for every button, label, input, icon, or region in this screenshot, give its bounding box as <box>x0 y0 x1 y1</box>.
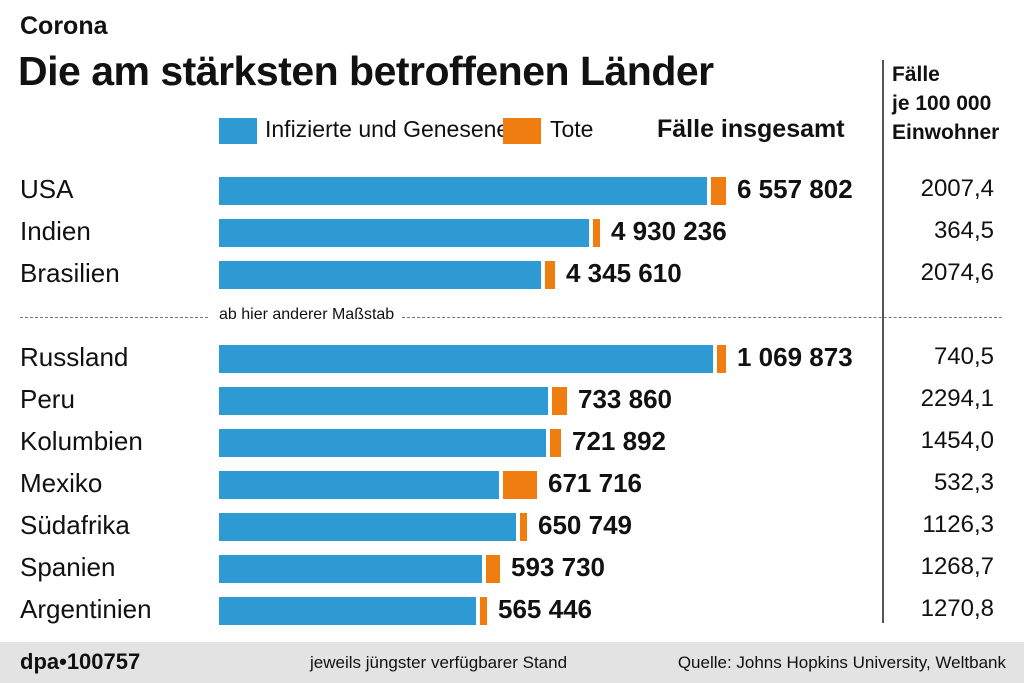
total-cases-header: Fälle insgesamt <box>657 115 845 143</box>
kicker: Corona <box>20 12 108 40</box>
scale-divider-right <box>402 317 1002 318</box>
country-label-brasilien: Brasilien <box>20 258 120 288</box>
legend-label-infected: Infizierte und Genesene <box>265 116 510 142</box>
country-label-mexiko: Mexiko <box>20 468 103 498</box>
scale-divider-left <box>20 317 208 318</box>
total-value-südafrika: 650 749 <box>538 510 632 540</box>
total-value-argentinien: 565 446 <box>498 594 592 624</box>
bar-deaths-argentinien <box>480 597 487 625</box>
legend-label-deaths: Tote <box>550 116 594 142</box>
rate-value-mexiko: 532,3 <box>933 469 994 496</box>
total-value-russland: 1 069 873 <box>737 342 853 372</box>
bar-infected-argentinien <box>219 597 476 625</box>
rate-value-argentinien: 1270,8 <box>920 595 994 622</box>
bar-infected-usa <box>219 177 707 205</box>
rate-header-line2: je 100 000 <box>892 92 992 115</box>
rate-value-russland: 740,5 <box>933 343 994 370</box>
agency-credit: dpa•100757 <box>20 649 141 674</box>
total-value-kolumbien: 721 892 <box>572 426 666 456</box>
rate-value-kolumbien: 1454,0 <box>920 427 994 454</box>
country-label-spanien: Spanien <box>20 552 116 582</box>
bar-deaths-russland <box>717 345 726 373</box>
total-value-peru: 733 860 <box>578 384 672 414</box>
bar-chart: USA 6 557 802 2007,4 Indien 4 930 236 364,5 Br… <box>20 174 994 625</box>
rate-value-brasilien: 2074,6 <box>920 259 994 286</box>
legend-swatch-deaths <box>503 118 541 144</box>
bar-deaths-südafrika <box>520 513 527 541</box>
bar-infected-spanien <box>219 555 482 583</box>
rate-header-line1: Fälle <box>892 63 940 86</box>
country-label-indien: Indien <box>20 216 91 246</box>
total-value-brasilien: 4 345 610 <box>566 258 682 288</box>
country-label-russland: Russland <box>20 342 129 372</box>
bar-deaths-spanien <box>486 555 500 583</box>
total-value-mexiko: 671 716 <box>548 468 642 498</box>
bar-infected-mexiko <box>219 471 499 499</box>
bar-deaths-peru <box>552 387 567 415</box>
bar-infected-indien <box>219 219 589 247</box>
bar-deaths-kolumbien <box>550 429 561 457</box>
bar-infected-kolumbien <box>219 429 546 457</box>
rate-header-line3: Einwohner <box>892 121 1000 144</box>
rate-value-usa: 2007,4 <box>920 175 994 202</box>
country-label-kolumbien: Kolumbien <box>20 426 143 456</box>
bar-deaths-mexiko <box>503 471 537 499</box>
bar-deaths-usa <box>711 177 726 205</box>
total-value-spanien: 593 730 <box>511 552 605 582</box>
rate-value-südafrika: 1126,3 <box>922 511 994 538</box>
rate-value-peru: 2294,1 <box>920 385 994 412</box>
source-note: Quelle: Johns Hopkins University, Weltba… <box>677 653 1006 672</box>
scale-note: ab hier anderer Maßstab <box>219 306 395 323</box>
bar-infected-brasilien <box>219 261 541 289</box>
country-label-usa: USA <box>20 174 74 204</box>
total-value-usa: 6 557 802 <box>737 174 853 204</box>
bar-infected-peru <box>219 387 548 415</box>
country-label-peru: Peru <box>20 384 75 414</box>
rate-value-indien: 364,5 <box>933 217 994 244</box>
legend-swatch-infected <box>219 118 257 144</box>
footer: dpa•100757 jeweils jüngster verfügbarer … <box>0 642 1024 683</box>
data-stand-note: jeweils jüngster verfügbarer Stand <box>310 653 568 672</box>
column-divider <box>882 60 884 623</box>
total-value-indien: 4 930 236 <box>611 216 727 246</box>
chart-title: Die am stärksten betroffenen Länder <box>18 48 714 94</box>
country-label-argentinien: Argentinien <box>20 594 152 624</box>
country-label-südafrika: Südafrika <box>20 510 130 540</box>
rate-value-spanien: 1268,7 <box>920 553 994 580</box>
rate-header: Fälle je 100 000 Einwohner <box>892 60 999 147</box>
bar-infected-südafrika <box>219 513 516 541</box>
bar-infected-russland <box>219 345 713 373</box>
bar-deaths-brasilien <box>545 261 555 289</box>
bar-deaths-indien <box>593 219 600 247</box>
